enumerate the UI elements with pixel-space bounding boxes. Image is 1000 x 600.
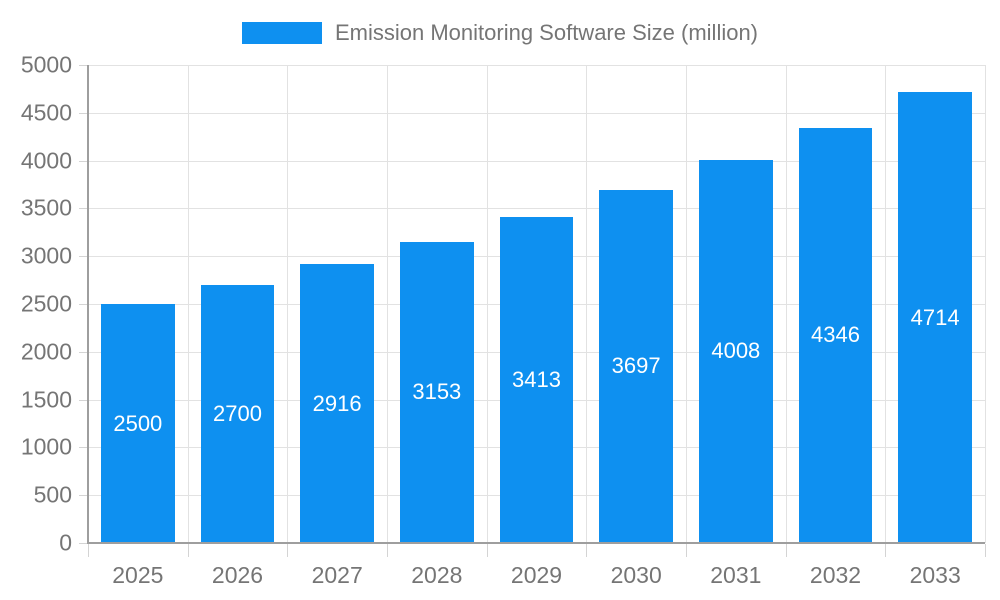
bar-2027[interactable]: 2916 [300, 264, 375, 543]
y-tick [79, 351, 88, 353]
legend-swatch[interactable] [241, 22, 322, 44]
y-tick [79, 495, 88, 497]
bar-value-label: 2500 [113, 410, 163, 436]
x-tick-label-2025: 2025 [112, 562, 164, 588]
v-gridline [287, 65, 289, 543]
bar-value-label: 4008 [711, 338, 761, 364]
bar-2033[interactable]: 4714 [898, 92, 973, 543]
bar-2028[interactable]: 3153 [399, 241, 474, 543]
x-tick [187, 544, 189, 557]
y-axis-line [87, 65, 89, 543]
v-gridline [387, 65, 388, 543]
bar-2030[interactable]: 3697 [599, 189, 674, 543]
bar-value-label: 2916 [312, 390, 362, 416]
x-axis: 2025 2026 2027 2028 2029 2030 2031 2032 2033 [88, 544, 986, 600]
x-tick-label-2032: 2032 [809, 562, 862, 588]
y-tick [79, 112, 88, 114]
x-tick [686, 544, 687, 557]
bar-2032[interactable]: 4346 [798, 127, 873, 543]
v-gridline [486, 65, 488, 543]
y-tick [79, 304, 88, 305]
v-gridline [985, 65, 986, 543]
x-tick-label-2033: 2033 [909, 562, 961, 588]
bar-value-label: 4346 [811, 322, 860, 348]
y-tick-label: 2000 [20, 338, 72, 365]
x-tick [885, 544, 887, 557]
y-tick-label: 500 [33, 481, 72, 508]
y-tick [79, 399, 88, 401]
x-tick-label-2030: 2030 [610, 562, 662, 588]
x-tick [287, 544, 289, 557]
y-tick-label: 1000 [20, 433, 72, 460]
x-tick [486, 544, 488, 557]
h-gridline [88, 65, 985, 66]
y-tick-label: 1500 [20, 386, 72, 413]
bar-value-label: 2700 [213, 400, 262, 426]
x-tick [785, 544, 787, 557]
x-tick-label-2029: 2029 [510, 562, 563, 588]
bar-value-label: 3153 [412, 379, 462, 405]
x-tick-label-2028: 2028 [411, 562, 463, 588]
y-axis: 0 500 1000 1500 2000 2500 3000 3500 4000 4500 5000 [0, 53, 88, 554]
x-tick [586, 544, 588, 557]
v-gridline [885, 65, 887, 543]
bar-value-label: 4714 [910, 304, 960, 330]
v-gridline [785, 65, 787, 543]
y-tick [79, 256, 88, 258]
bar-value-label: 3413 [512, 366, 561, 392]
legend-label[interactable]: Emission Monitoring Software Size (milli… [334, 20, 759, 45]
y-tick-label: 0 [59, 529, 72, 556]
bar-2026[interactable]: 2700 [200, 284, 275, 543]
x-tick [985, 544, 986, 557]
plot-area: 2500 2700 2916 3153 3413 3697 4008 4346 4714 [88, 65, 986, 543]
x-tick-label-2026: 2026 [211, 562, 264, 588]
y-tick [79, 65, 88, 66]
y-tick [79, 447, 88, 449]
h-gridline [88, 112, 985, 114]
y-tick [79, 543, 88, 544]
y-tick-label: 4500 [20, 99, 72, 126]
legend[interactable]: Emission Monitoring Software Size (milli… [0, 20, 1000, 46]
y-tick-label: 3000 [20, 242, 72, 269]
h-gridline [88, 208, 985, 210]
x-tick-label-2031: 2031 [710, 562, 762, 588]
x-tick [387, 544, 388, 557]
y-tick-label: 4000 [20, 147, 72, 174]
v-gridline [187, 65, 189, 543]
bar-2031[interactable]: 4008 [698, 159, 773, 543]
x-tick [88, 544, 89, 557]
bar-value-label: 3697 [611, 353, 661, 379]
bar-2025[interactable]: 2500 [100, 304, 175, 543]
bar-2029[interactable]: 3413 [499, 216, 574, 543]
v-gridline [586, 65, 588, 543]
x-axis-line [87, 542, 985, 544]
y-tick-label: 3500 [20, 194, 72, 221]
y-tick [79, 208, 88, 210]
y-tick [79, 160, 88, 162]
y-tick-label: 5000 [20, 51, 72, 78]
y-tick-label: 2500 [20, 290, 72, 317]
v-gridline [686, 65, 687, 543]
h-gridline [88, 160, 985, 162]
x-tick-label-2027: 2027 [311, 562, 363, 588]
